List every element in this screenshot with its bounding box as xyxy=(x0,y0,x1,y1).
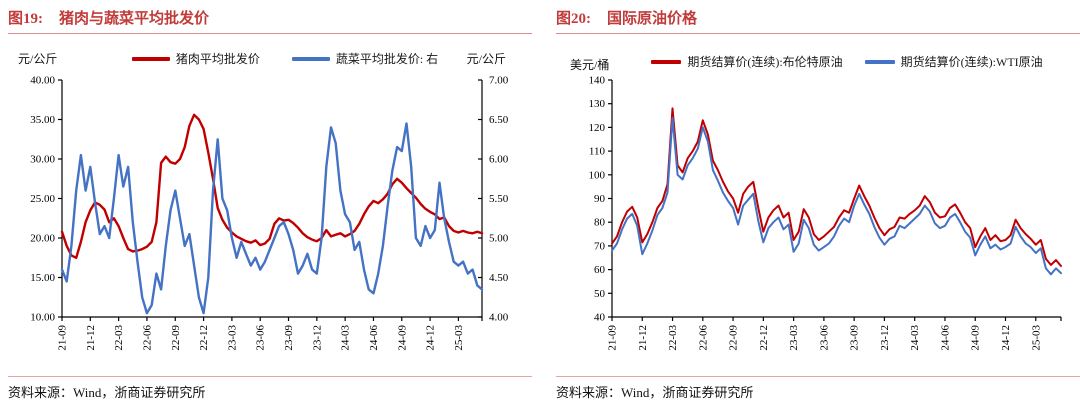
svg-text:110: 110 xyxy=(589,146,606,158)
wti-series-label: 期货结算价(连续):WTI原油 xyxy=(900,55,1043,69)
svg-text:60: 60 xyxy=(594,264,606,276)
svg-text:23-03: 23-03 xyxy=(226,325,238,351)
svg-text:22-06: 22-06 xyxy=(141,325,153,351)
svg-text:40: 40 xyxy=(594,312,606,324)
title-divider xyxy=(556,33,1080,34)
svg-text:24-09: 24-09 xyxy=(396,325,408,351)
svg-text:120: 120 xyxy=(589,122,606,134)
svg-text:22-06: 22-06 xyxy=(697,325,709,351)
figure-19-panel: 图19: 猪肉与蔬菜平均批发价 元/公斤 元/公斤 猪肉平均批发价 蔬菜平均批发价… xyxy=(8,8,532,401)
left-axis-unit-label: 元/公斤 xyxy=(18,52,58,66)
svg-text:6.00: 6.00 xyxy=(489,154,509,166)
svg-text:4.00: 4.00 xyxy=(489,312,509,324)
pork-veg-plot: 10.00 15.00 20.00 25.00 30.00 35.00 40.00 4.00 4… xyxy=(30,75,509,351)
svg-text:4.50: 4.50 xyxy=(489,272,509,284)
svg-text:90: 90 xyxy=(594,193,606,205)
oil-price-plot: 40 50 60 70 80 90 100 110 120 130 140 21-09 21-12 22-… xyxy=(589,75,1062,351)
oil-legend: 期货结算价(连续):布伦特原油 期货结算价(连续):WTI原油 xyxy=(614,53,1080,70)
brent-series-swatch xyxy=(651,59,682,64)
svg-text:5.50: 5.50 xyxy=(489,193,509,205)
svg-text:70: 70 xyxy=(594,240,606,252)
source-divider xyxy=(8,376,532,377)
legend-item-vegetable: 蔬菜平均批发价: 右 xyxy=(291,50,439,67)
svg-text:5.00: 5.00 xyxy=(489,233,509,245)
svg-text:21-12: 21-12 xyxy=(637,325,649,351)
vegetable-series-swatch xyxy=(291,56,330,61)
svg-text:22-03: 22-03 xyxy=(667,325,679,351)
svg-text:100: 100 xyxy=(589,169,606,181)
svg-text:21-09: 21-09 xyxy=(57,325,69,351)
svg-text:22-09: 22-09 xyxy=(170,325,182,351)
svg-text:24-03: 24-03 xyxy=(340,325,352,351)
vegetable-series-label: 蔬菜平均批发价: 右 xyxy=(335,52,439,66)
legend-item-pork: 猪肉平均批发价 xyxy=(131,50,260,67)
svg-text:15.00: 15.00 xyxy=(30,272,55,284)
figure-20-title: 图20: 国际原油价格 xyxy=(556,8,1080,30)
svg-text:24-06: 24-06 xyxy=(939,325,951,351)
svg-text:21-12: 21-12 xyxy=(85,325,97,351)
svg-text:25.00: 25.00 xyxy=(30,193,55,205)
svg-text:21-09: 21-09 xyxy=(607,325,619,351)
figure-19-label: 图19: xyxy=(8,11,43,27)
svg-text:6.50: 6.50 xyxy=(489,114,509,126)
svg-text:23-06: 23-06 xyxy=(255,325,267,351)
title-divider xyxy=(8,33,532,34)
svg-text:23-09: 23-09 xyxy=(283,325,295,351)
svg-text:35.00: 35.00 xyxy=(30,114,55,126)
svg-text:40.00: 40.00 xyxy=(30,75,55,87)
svg-text:50: 50 xyxy=(594,288,606,300)
figure-19-title-text: 猪肉与蔬菜平均批发价 xyxy=(59,11,210,27)
figure-20-title-text: 国际原油价格 xyxy=(607,11,698,27)
pork-series-swatch xyxy=(131,56,170,61)
figure-20-source: 资料来源：Wind，浙商证券研究所 xyxy=(556,385,754,400)
oil-axis-unit-label: 美元/桶 xyxy=(570,58,610,72)
svg-text:22-09: 22-09 xyxy=(728,325,740,351)
pork-veg-legend: 猪肉平均批发价 蔬菜平均批发价: 右 xyxy=(78,50,492,67)
legend-item-brent: 期货结算价(连续):布伦特原油 xyxy=(651,53,843,70)
figure-20-label: 图20: xyxy=(556,11,591,27)
legend-item-wti: 期货结算价(连续):WTI原油 xyxy=(864,53,1043,70)
svg-text:22-12: 22-12 xyxy=(758,325,770,351)
source-divider xyxy=(556,376,1080,377)
svg-text:22-03: 22-03 xyxy=(113,325,125,351)
svg-text:10.00: 10.00 xyxy=(30,312,55,324)
svg-text:7.00: 7.00 xyxy=(489,75,509,87)
svg-text:140: 140 xyxy=(589,75,606,87)
svg-text:24-12: 24-12 xyxy=(1000,325,1012,351)
svg-text:24-03: 24-03 xyxy=(909,325,921,351)
svg-text:23-12: 23-12 xyxy=(879,325,891,351)
svg-text:24-09: 24-09 xyxy=(970,325,982,351)
svg-text:130: 130 xyxy=(589,98,606,110)
svg-text:23-09: 23-09 xyxy=(849,325,861,351)
svg-text:22-12: 22-12 xyxy=(198,325,210,351)
svg-text:24-12: 24-12 xyxy=(425,325,437,351)
svg-text:80: 80 xyxy=(594,217,606,229)
svg-text:30.00: 30.00 xyxy=(30,154,55,166)
svg-text:25-03: 25-03 xyxy=(1030,325,1042,351)
figure-20-panel: 图20: 国际原油价格 美元/桶 期货结算价(连续):布伦特原油 期货结算价(连续… xyxy=(556,8,1080,401)
svg-text:24-06: 24-06 xyxy=(368,325,380,351)
pork-series-label: 猪肉平均批发价 xyxy=(175,52,260,66)
svg-text:23-12: 23-12 xyxy=(311,325,323,351)
svg-text:20.00: 20.00 xyxy=(30,233,55,245)
figure-19-title: 图19: 猪肉与蔬菜平均批发价 xyxy=(8,8,532,30)
pork-veg-chart: 元/公斤 元/公斤 猪肉平均批发价 蔬菜平均批发价: 右 10.00 15.00 2… xyxy=(8,43,532,373)
wti-series-swatch xyxy=(864,59,895,64)
svg-text:25-03: 25-03 xyxy=(453,325,465,351)
svg-text:23-06: 23-06 xyxy=(818,325,830,351)
right-axis-unit-label: 元/公斤 xyxy=(466,52,506,66)
oil-price-chart: 美元/桶 期货结算价(连续):布伦特原油 期货结算价(连续):WTI原油 40 5… xyxy=(556,43,1080,373)
svg-text:23-03: 23-03 xyxy=(788,325,800,351)
figure-19-source: 资料来源：Wind，浙商证券研究所 xyxy=(8,385,206,400)
brent-series-label: 期货结算价(连续):布伦特原油 xyxy=(687,55,843,69)
